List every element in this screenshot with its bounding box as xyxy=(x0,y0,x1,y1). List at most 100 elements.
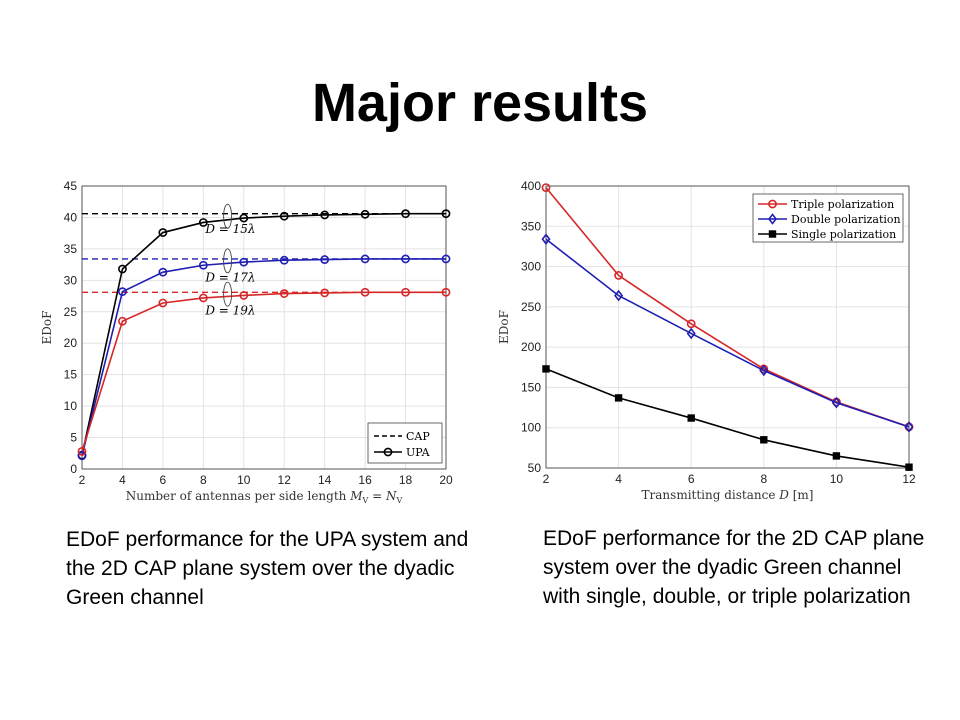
upa-point xyxy=(360,287,370,297)
y-tick-label: 35 xyxy=(64,242,78,256)
upa-point xyxy=(198,293,208,303)
legend-marker xyxy=(768,199,777,209)
upa-point xyxy=(198,218,208,227)
upa-line-0 xyxy=(81,212,446,456)
upa-line-1 xyxy=(81,258,446,456)
y-tick-label: 350 xyxy=(521,219,541,233)
y-tick-label: 30 xyxy=(64,273,78,287)
x-tick-label: 2 xyxy=(79,473,86,487)
caption-right: EDoF performance for the 2D CAP plane sy… xyxy=(543,527,925,608)
upa-point xyxy=(239,257,249,267)
upa-point xyxy=(279,289,289,298)
x-tick-label: 4 xyxy=(119,473,126,487)
x-tick-label: 6 xyxy=(160,473,167,487)
legend-marker xyxy=(767,213,778,225)
upa-point xyxy=(441,254,451,264)
y-axis-label: EDoF xyxy=(40,311,54,345)
plot-area xyxy=(82,186,446,469)
slide-title: Major results xyxy=(311,73,649,133)
legend-label: Single polarization xyxy=(791,228,896,241)
upa-point xyxy=(279,255,289,265)
data-point xyxy=(831,396,841,409)
upa-point xyxy=(279,211,289,221)
y-tick-label: 100 xyxy=(521,421,541,435)
y-tick-label: 10 xyxy=(64,399,78,413)
annotation-ellipse xyxy=(223,248,233,274)
series-annotation: D = 15λ xyxy=(204,222,255,236)
series-line-1 xyxy=(545,238,910,428)
y-tick-label: 50 xyxy=(528,461,542,475)
data-point xyxy=(832,452,841,460)
y-tick-label: 0 xyxy=(70,462,77,476)
legend-label: Triple polarization xyxy=(791,198,894,211)
y-tick-label: 300 xyxy=(521,260,541,274)
x-tick-label: 14 xyxy=(318,473,332,487)
upa-point xyxy=(239,213,249,223)
x-tick-label: 20 xyxy=(439,473,453,487)
y-tick-label: 20 xyxy=(64,336,78,350)
y-tick-label: 25 xyxy=(64,305,78,319)
data-point xyxy=(614,394,623,402)
data-point xyxy=(686,319,696,329)
upa-point xyxy=(401,254,410,264)
y-tick-label: 250 xyxy=(521,300,541,314)
x-tick-label: 10 xyxy=(830,472,844,486)
x-tick-label: 2 xyxy=(543,472,550,486)
upa-point xyxy=(158,298,168,308)
data-point xyxy=(614,289,624,302)
legend-box xyxy=(367,422,443,464)
data-point xyxy=(541,233,551,245)
x-axis-label: Number of antennas per side length MV = … xyxy=(126,489,403,505)
legend-marker xyxy=(768,230,777,238)
plot-frame xyxy=(545,185,910,469)
x-tick-label: 8 xyxy=(200,473,207,487)
x-tick-label: 18 xyxy=(399,473,413,487)
data-point xyxy=(542,365,550,373)
x-tick-label: 12 xyxy=(278,473,292,487)
legend-label-upa: UPA xyxy=(406,446,431,459)
y-tick-label: 45 xyxy=(64,179,78,193)
chart-upa-vs-cap: 2 4 6 8 10 12 14 16 18 20 0 5 10 15 20 25 30 35 40 45 Number… xyxy=(40,179,453,505)
y-tick-label: 15 xyxy=(64,368,78,382)
data-point xyxy=(541,183,551,193)
y-tick-label: 150 xyxy=(521,380,541,394)
plot-frame xyxy=(81,185,447,470)
annotation-ellipse xyxy=(223,281,233,307)
x-tick-label: 16 xyxy=(358,473,372,487)
y-axis-label: EDoF xyxy=(497,310,511,344)
upa-point xyxy=(158,228,168,237)
upa-point xyxy=(118,264,127,274)
data-point xyxy=(904,421,914,433)
series-annotation: D = 19λ xyxy=(204,303,255,317)
upa-point xyxy=(198,260,208,270)
upa-point xyxy=(320,210,330,220)
upa-point xyxy=(441,209,451,219)
y-tick-label: 400 xyxy=(521,179,541,193)
chart-polarization: 2 4 6 8 10 12 50 100 150 200 250 300 350 400 Transmitt… xyxy=(497,179,916,502)
legend-label: Double polarization xyxy=(791,213,901,226)
legend-marker-upa xyxy=(383,447,393,457)
data-point xyxy=(759,364,769,377)
x-tick-label: 4 xyxy=(615,472,622,486)
x-tick-label: 8 xyxy=(760,472,767,486)
series-annotation: D = 17λ xyxy=(204,271,255,285)
caption-left: EDoF performance for the UPA system and … xyxy=(66,528,469,609)
x-tick-label: 12 xyxy=(902,472,916,486)
upa-point xyxy=(158,267,168,277)
upa-point xyxy=(320,255,330,264)
upa-point xyxy=(118,316,127,326)
upa-point xyxy=(77,451,87,461)
upa-point xyxy=(320,288,330,298)
y-tick-label: 5 xyxy=(70,431,77,445)
data-point xyxy=(760,436,768,444)
annotation-ellipse xyxy=(223,203,233,229)
data-point xyxy=(905,463,913,471)
y-tick-label: 40 xyxy=(64,210,78,224)
upa-point xyxy=(239,291,249,300)
legend-label-cap: CAP xyxy=(406,430,430,443)
x-tick-label: 6 xyxy=(688,472,695,486)
upa-point xyxy=(360,209,370,219)
upa-line-2 xyxy=(81,291,446,452)
upa-point xyxy=(360,254,370,264)
x-axis-label: Transmitting distance D [m] xyxy=(642,488,814,502)
